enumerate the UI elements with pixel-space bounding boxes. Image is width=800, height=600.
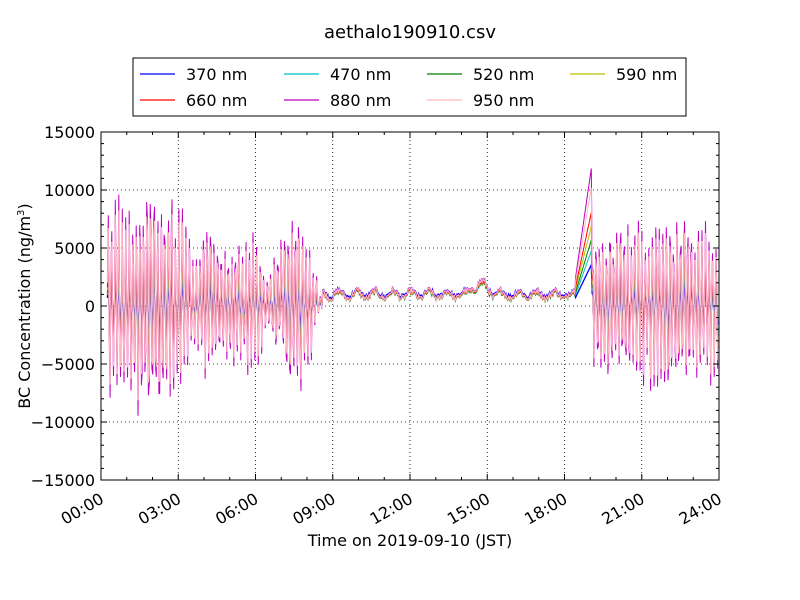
legend-label: 370 nm	[186, 65, 247, 84]
y-tick-label: −15000	[31, 471, 95, 490]
legend-label: 470 nm	[330, 65, 391, 84]
y-tick-label: −5000	[41, 355, 95, 374]
y-axis-label-main: BC Concentration (ng/m	[15, 216, 34, 409]
legend-label: 590 nm	[616, 65, 677, 84]
chart-title: aethalo190910.csv	[324, 22, 496, 43]
y-axis-label-end: )	[15, 203, 34, 209]
legend-label: 660 nm	[186, 91, 247, 110]
y-axis-label-superscript: 3	[16, 210, 27, 216]
y-tick-label: 15000	[44, 123, 95, 142]
legend-box	[132, 57, 687, 117]
y-axis-label: BC Concentration (ng/m3)	[15, 203, 34, 408]
legend-label: 880 nm	[330, 91, 391, 110]
y-tick-label: −10000	[31, 413, 95, 432]
y-tick-label: 5000	[54, 239, 95, 258]
legend: 370 nm 470 nm 520 nm 590 nm 660 nm 880 nm 950 …	[132, 57, 687, 117]
y-tick-label: 10000	[44, 181, 95, 200]
series-lines	[106, 168, 719, 416]
y-tick-label: 0	[85, 297, 95, 316]
legend-label: 950 nm	[473, 91, 534, 110]
legend-label: 520 nm	[473, 65, 534, 84]
series-line-950-nm	[106, 187, 719, 401]
gridlines	[101, 132, 719, 480]
x-axis-label: Time on 2019-09-10 (JST)	[307, 531, 512, 550]
